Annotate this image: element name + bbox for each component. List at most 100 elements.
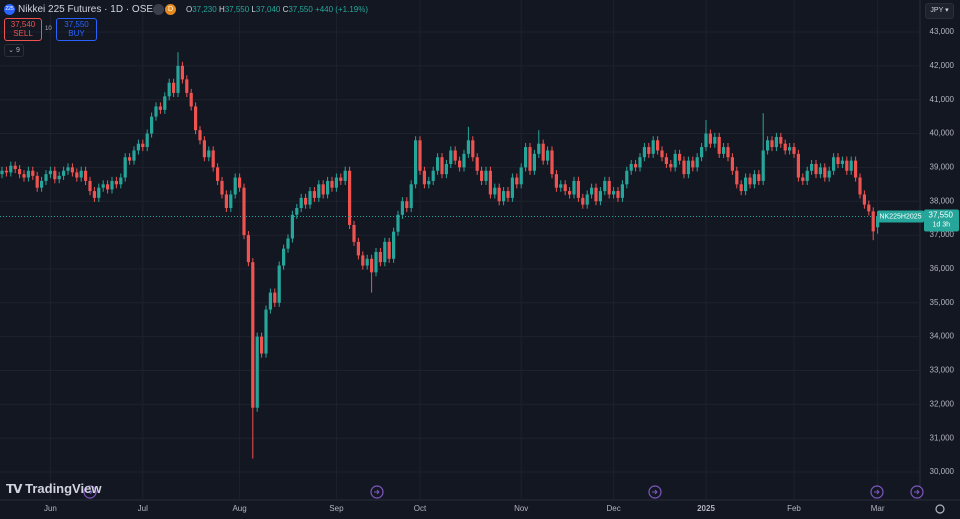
candle-body (97, 187, 101, 198)
candle-body (708, 133, 712, 144)
x-tick-label: Aug (232, 504, 246, 513)
y-tick-label: 30,000 (930, 467, 955, 476)
candle-body (4, 170, 8, 173)
candle-body (431, 170, 435, 181)
candle-body (154, 106, 158, 117)
candle-body (462, 153, 466, 168)
candle-body (458, 160, 462, 168)
candle-body (607, 180, 611, 195)
contract-label-bg (877, 210, 924, 223)
candle-body (9, 165, 13, 173)
candle-body (656, 140, 660, 151)
candle-body (400, 201, 404, 215)
candle-body (673, 153, 677, 168)
candle-body (150, 116, 154, 134)
candle-body (814, 164, 818, 175)
candle-body (836, 157, 840, 165)
candle-body (268, 292, 272, 310)
candle-body (845, 160, 849, 171)
candle-body (128, 157, 132, 161)
candle-body (541, 143, 545, 161)
x-tick-label: Jul (138, 504, 148, 513)
candle-body (590, 187, 594, 195)
price-label-bg (924, 209, 959, 232)
candle-body (691, 160, 695, 168)
candle-body (669, 164, 673, 168)
y-tick-label: 34,000 (930, 332, 955, 341)
candle-body (246, 235, 250, 263)
candle-body (770, 140, 774, 148)
candle-body (290, 214, 294, 239)
candle-body (783, 143, 787, 151)
candle-body (695, 157, 699, 168)
y-tick-label: 42,000 (930, 61, 955, 70)
y-tick-label: 31,000 (930, 433, 955, 442)
candle-body (506, 191, 510, 198)
x-tick-label: Mar (871, 504, 885, 513)
candle-body (405, 201, 409, 209)
event-icon-glyph (914, 489, 920, 495)
x-tick-label: 2025 (697, 504, 715, 513)
contract-label: NK225H2025 (879, 213, 921, 220)
indicator-count: 9 (15, 47, 20, 54)
candle-body (524, 147, 528, 168)
sell-button[interactable]: 37,540 SELL (4, 18, 42, 41)
candle-body (840, 160, 844, 165)
candle-body (48, 170, 52, 175)
candle-body (44, 174, 48, 181)
candle-body (13, 165, 17, 170)
candle-body (75, 172, 79, 178)
candle-body (660, 150, 664, 158)
candle-body (176, 65, 180, 93)
candle-body (854, 160, 858, 178)
candle-body (348, 170, 352, 225)
candle-body (871, 211, 875, 232)
candle-body (832, 157, 836, 171)
candle-body (550, 150, 554, 175)
candle-body (818, 167, 822, 175)
x-tick-label: Nov (514, 504, 528, 513)
indicators-toggle[interactable]: ⌄ 9 (4, 44, 24, 57)
candle-body (286, 238, 290, 249)
candle-body (757, 174, 761, 181)
logo-mark: 𝗧𝗩 (6, 482, 23, 496)
ohlc-value: 37,550 (288, 5, 313, 14)
event-icon-glyph (374, 489, 380, 495)
candle-body (312, 191, 316, 198)
candle-body (713, 136, 717, 144)
candle-body (730, 157, 734, 171)
candle-body (18, 169, 22, 175)
candle-body (422, 170, 426, 185)
currency-button[interactable]: JPY ▾ (925, 3, 954, 19)
candle-body (370, 258, 374, 273)
candle-body (260, 336, 264, 354)
sell-price: 37,540 (10, 20, 36, 29)
candle-body (119, 177, 123, 185)
y-tick-label: 40,000 (930, 129, 955, 138)
candle-body (484, 170, 488, 181)
y-tick-label: 32,000 (930, 399, 955, 408)
candle-body (383, 241, 387, 263)
candle-body (207, 150, 211, 158)
candle-body (88, 180, 92, 192)
candle-body (603, 180, 607, 192)
candle-body (471, 140, 475, 158)
candle-body (497, 187, 501, 202)
candle-body (277, 265, 281, 303)
candle-body (378, 252, 382, 263)
candle-body (700, 147, 704, 158)
symbol-title[interactable]: Nikkei 225 Futures · 1D · OSE (18, 4, 154, 15)
candle-body (805, 170, 809, 181)
candle-body (158, 106, 162, 110)
candle-body (62, 170, 66, 176)
candle-body (568, 191, 572, 195)
buy-button[interactable]: 37,550 BUY (56, 18, 97, 41)
event-icon-glyph (87, 489, 93, 495)
candle-body (766, 140, 770, 151)
candle-body (572, 180, 576, 195)
candle-body (792, 147, 796, 154)
candle-body (84, 170, 88, 181)
candle-body (255, 336, 259, 408)
candle-body (827, 170, 831, 178)
